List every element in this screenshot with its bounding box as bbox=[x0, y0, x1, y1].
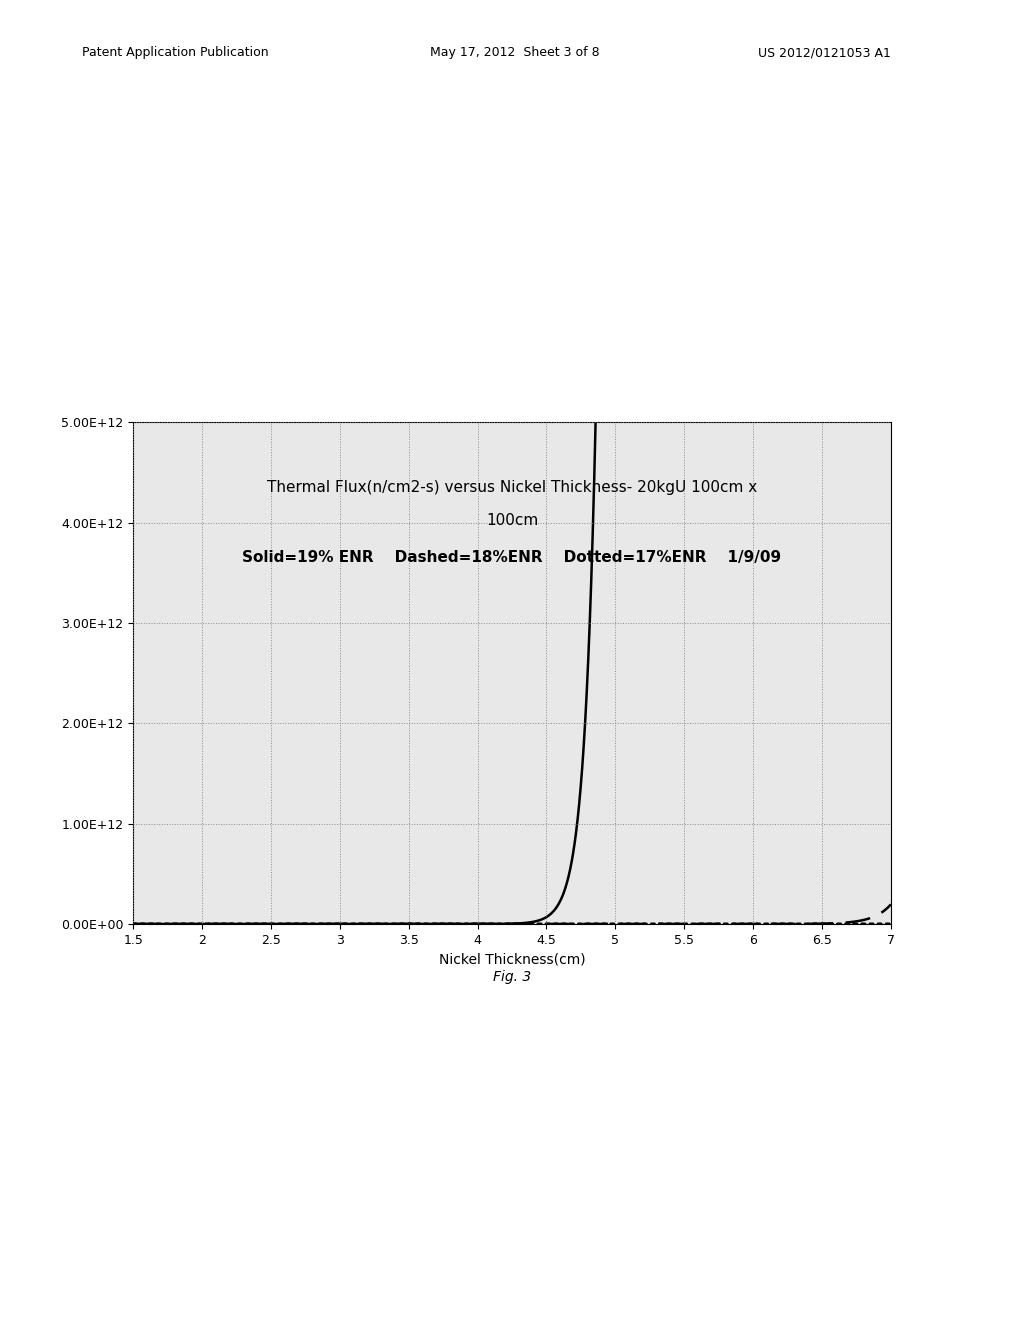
Text: May 17, 2012  Sheet 3 of 8: May 17, 2012 Sheet 3 of 8 bbox=[430, 46, 600, 59]
Text: 100cm: 100cm bbox=[485, 513, 539, 528]
Text: Fig. 3: Fig. 3 bbox=[493, 970, 531, 985]
Text: Thermal Flux(n/cm2-s) versus Nickel Thickness- 20kgU 100cm x: Thermal Flux(n/cm2-s) versus Nickel Thic… bbox=[267, 480, 757, 495]
Text: Solid=19% ENR    Dashed=18%ENR    Dotted=17%ENR    1/9/09: Solid=19% ENR Dashed=18%ENR Dotted=17%EN… bbox=[243, 550, 781, 565]
Text: US 2012/0121053 A1: US 2012/0121053 A1 bbox=[758, 46, 891, 59]
X-axis label: Nickel Thickness(cm): Nickel Thickness(cm) bbox=[438, 952, 586, 966]
Text: Patent Application Publication: Patent Application Publication bbox=[82, 46, 268, 59]
